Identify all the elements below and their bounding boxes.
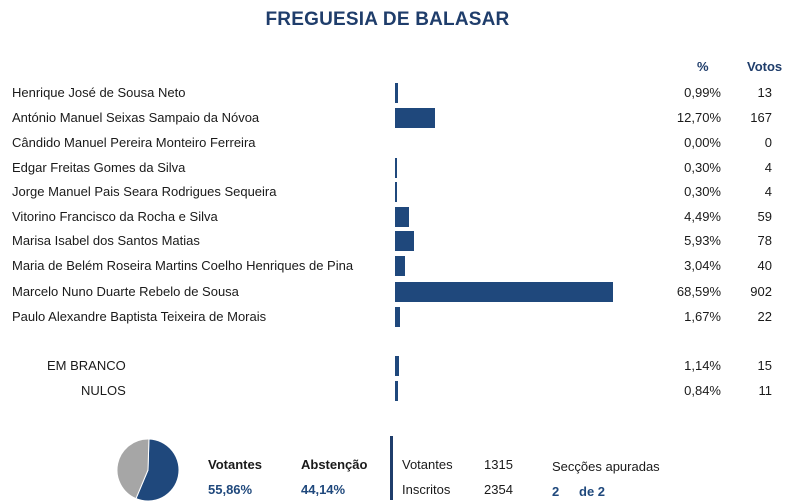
percent-label: 0,30% [684,184,721,199]
votes-label: 13 [757,85,772,100]
candidate-row: Marisa Isabel dos Santos Matias 5,93% 78 [0,229,800,253]
candidate-name: EM BRANCO [47,358,126,373]
votantes-slice [135,438,180,502]
candidate-name: NULOS [81,383,126,398]
candidate-name: António Manuel Seixas Sampaio da Nóvoa [12,110,260,125]
inscritos-count: 2354 [484,482,513,497]
percent-label: 0,30% [684,160,721,175]
result-bar [395,381,398,401]
candidate-row: Cândido Manuel Pereira Monteiro Ferreira… [0,131,800,155]
votes-label: 15 [757,358,772,373]
votantes-count-label: Votantes [402,457,453,472]
abstencao-slice [116,438,150,500]
result-bar [395,182,397,202]
result-bar [395,256,405,276]
candidate-row: Marcelo Nuno Duarte Rebelo de Sousa 68,59… [0,280,800,304]
percent-label: 12,70% [676,110,721,125]
result-bar [395,231,414,251]
seccoes-done: 2 [552,484,560,499]
votes-label: 11 [758,383,773,398]
turnout-summary: Votantes 55,86% Abstenção 44,14% Votante… [0,436,800,503]
result-bar [395,356,399,376]
votes-label: 4 [764,184,772,199]
candidate-row: António Manuel Seixas Sampaio da Nóvoa 12… [0,106,800,130]
abstencao-label: Abstenção [301,457,368,472]
candidate-row: Maria de Belém Roseira Martins Coelho He… [0,254,800,278]
candidate-name: Maria de Belém Roseira Martins Coelho He… [12,258,354,273]
percent-label: 5,93% [684,233,721,248]
seccoes-total: de 2 [579,484,606,499]
votes-label: 22 [757,309,772,324]
result-bar [395,158,397,178]
votes-label: 167 [750,110,772,125]
result-bar [395,307,401,327]
votes-label: 4 [764,160,772,175]
votes-label: 0 [764,135,772,150]
abstencao-percent: 44,14% [301,482,346,497]
votes-label: 78 [757,233,772,248]
votantes-label: Votantes [208,457,262,472]
candidate-name: Paulo Alexandre Baptista Teixeira de Mor… [12,309,267,324]
candidate-row: Henrique José de Sousa Neto 0,99% 13 [0,81,800,105]
percent-label: 1,67% [684,309,721,324]
result-bar [395,83,399,103]
votes-label: 902 [750,284,772,299]
null-votes-row: NULOS 0,84% 11 [0,379,800,403]
candidate-name: Vitorino Francisco da Rocha e Silva [12,209,218,224]
votes-label: 59 [757,209,772,224]
inscritos-label: Inscritos [402,482,451,497]
percent-label: 0,84% [684,383,721,398]
candidate-name: Cândido Manuel Pereira Monteiro Ferreira [12,135,256,150]
candidate-row: Vitorino Francisco da Rocha e Silva 4,49%… [0,205,800,229]
votantes-count: 1315 [484,457,513,472]
result-bar [395,108,436,128]
percent-label: 0,00% [684,135,721,150]
result-bar [395,207,410,227]
votantes-percent: 55,86% [208,482,253,497]
candidate-name: Edgar Freitas Gomes da Silva [12,160,186,175]
candidate-name: Marisa Isabel dos Santos Matias [12,233,200,248]
percent-label: 3,04% [684,258,721,273]
candidate-row: Edgar Freitas Gomes da Silva 0,30% 4 [0,156,800,180]
percent-label: 1,14% [684,358,721,373]
percent-column-header: % [697,59,709,74]
candidate-row: Jorge Manuel Pais Seara Rodrigues Sequei… [0,180,800,204]
seccoes-label: Secções apuradas [552,459,660,474]
percent-label: 0,99% [684,85,721,100]
votes-column-header: Votos [747,59,783,74]
percent-label: 68,59% [676,284,721,299]
result-bar [395,282,614,302]
candidate-row: Paulo Alexandre Baptista Teixeira de Mor… [0,305,800,329]
candidate-name: Marcelo Nuno Duarte Rebelo de Sousa [12,284,239,299]
percent-label: 4,49% [684,209,721,224]
candidate-name: Henrique José de Sousa Neto [12,85,186,100]
candidate-name: Jorge Manuel Pais Seara Rodrigues Sequei… [12,184,277,199]
summary-divider [390,436,393,500]
votes-label: 40 [757,258,772,273]
page-title: FREGUESIA DE BALASAR [265,9,510,30]
blank-votes-row: EM BRANCO 1,14% 15 [0,354,800,378]
turnout-pie-chart [116,438,180,502]
